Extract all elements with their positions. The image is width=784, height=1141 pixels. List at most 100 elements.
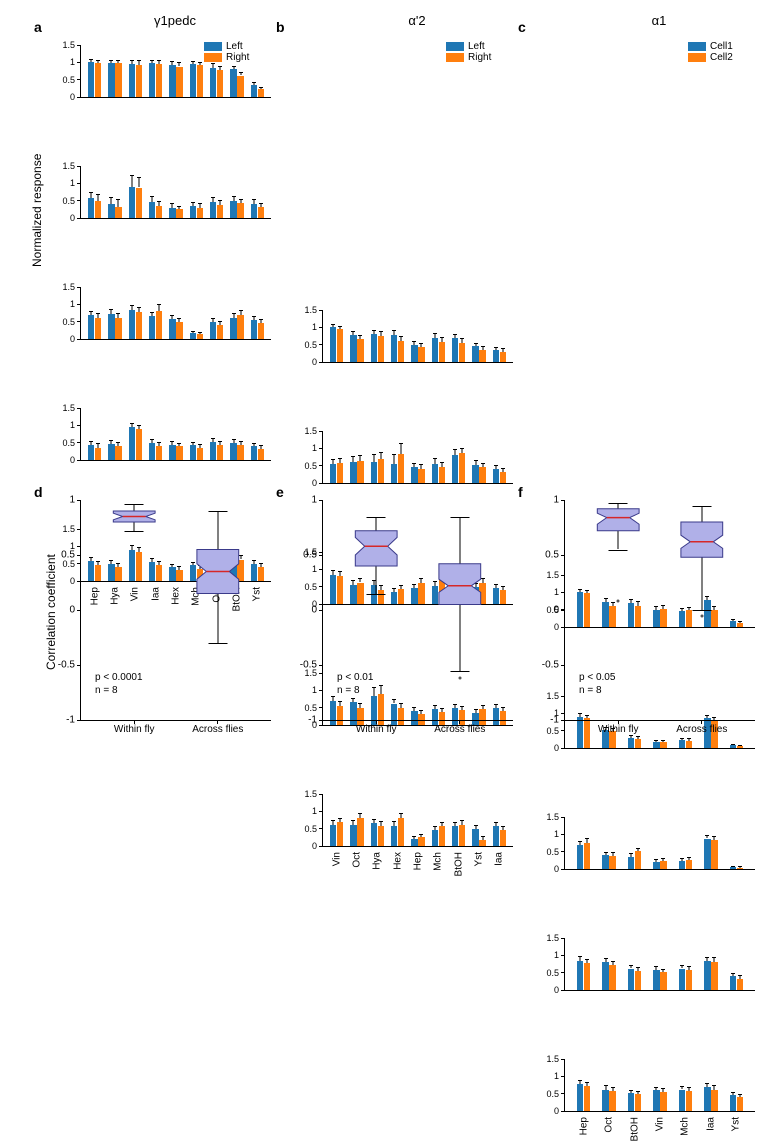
bar-series2	[500, 352, 506, 362]
bar-series2	[197, 208, 203, 218]
panel-title-a: γ1pedc	[135, 13, 215, 28]
bar-series1	[169, 65, 175, 97]
bar-series1	[653, 742, 659, 748]
xtick-label: Yst	[731, 1117, 742, 1131]
bar-row: 00.511.5	[80, 408, 271, 461]
ytick-label: 1	[312, 806, 317, 816]
bar-series2	[737, 979, 743, 990]
box-ytick-label: 0	[69, 605, 81, 616]
bar-series1	[149, 63, 155, 97]
figure-root: aγ1pedcLeftRightNormalized response00.51…	[0, 0, 784, 768]
ytick-label: 1.5	[62, 524, 75, 534]
bar-series2	[635, 739, 641, 748]
ytick-label: 0	[70, 92, 75, 102]
box-ytick-label: 0	[311, 605, 323, 616]
bar-series2	[635, 971, 641, 990]
ytick-label: 0.5	[304, 461, 317, 471]
xtick-label: Mch	[433, 852, 444, 871]
box-panel-f: -1-0.500.51p < 0.05n = 8Within flyAcross…	[564, 500, 755, 721]
box-ytick-label: 0.5	[303, 550, 323, 561]
ytick-label: 1.5	[304, 789, 317, 799]
ytick-label: 1.5	[546, 1054, 559, 1064]
outlier-point	[700, 614, 703, 617]
bar-series1	[432, 338, 438, 362]
bar-series1	[432, 830, 438, 846]
ytick-label: 0	[70, 455, 75, 465]
box-ytick-label: 0	[553, 605, 565, 616]
bar-series1	[129, 187, 135, 218]
bar-series2	[660, 972, 666, 990]
bar-series2	[609, 1091, 615, 1111]
xtick-label: BtOH	[629, 1117, 640, 1141]
bar-series2	[378, 459, 384, 483]
bar-series1	[679, 740, 685, 748]
bar-series1	[628, 1093, 634, 1111]
bar-series1	[452, 455, 458, 483]
bar-series1	[230, 443, 236, 460]
bar-series1	[577, 961, 583, 990]
bar-series2	[459, 343, 465, 362]
box-panel-e: -1-0.500.51p < 0.01n = 8Within flyAcross…	[322, 500, 513, 721]
bar-series1	[371, 334, 377, 362]
bar-series2	[357, 339, 363, 362]
bar-row: 00.511.5	[564, 817, 755, 870]
bar-series1	[210, 202, 216, 218]
bar-series1	[190, 333, 196, 339]
bar-series2	[584, 843, 590, 869]
bar-series2	[378, 826, 384, 846]
bar-series2	[418, 469, 424, 483]
bar-series2	[176, 209, 182, 218]
bar-row: 00.511.5VinOctHyaHexHepMchBtOHYstIaa	[322, 794, 513, 847]
ytick-label: 1.5	[62, 282, 75, 292]
bar-series1	[251, 204, 257, 218]
bar-series1	[330, 327, 336, 362]
bar-series1	[251, 446, 257, 460]
bar-series2	[660, 861, 666, 869]
ytick-label: 0	[554, 1106, 559, 1116]
legend-b: LeftRight	[446, 41, 491, 63]
panel-label-e: e	[276, 484, 284, 500]
bar-series2	[660, 1092, 666, 1111]
ytick-label: 0	[70, 213, 75, 223]
xtick-label: Vin	[331, 852, 342, 866]
ytick-label: 1.5	[62, 161, 75, 171]
bar-row: 00.511.5	[322, 431, 513, 484]
xtick-label: Oct	[351, 852, 362, 868]
bar-series2	[95, 448, 101, 460]
bar-row: 00.511.5HepOctBtOHVinMchIaaYst	[564, 1059, 755, 1112]
bar-series2	[711, 840, 717, 869]
box-shape	[81, 500, 271, 720]
bar-series2	[136, 429, 142, 460]
panel-label-c: c	[518, 19, 526, 35]
ytick-label: 1.5	[546, 570, 559, 580]
xtick-label: Iaa	[494, 852, 505, 866]
bar-series1	[602, 855, 608, 869]
bar-series1	[704, 1087, 710, 1111]
bar-series2	[635, 1094, 641, 1111]
bar-series2	[500, 830, 506, 846]
bar-series1	[169, 445, 175, 460]
bar-series1	[230, 201, 236, 218]
ytick-label: 1	[70, 178, 75, 188]
ytick-label: 1	[70, 299, 75, 309]
bar-series1	[129, 64, 135, 97]
xtick-label: Hex	[392, 852, 403, 870]
bar-series1	[190, 445, 196, 460]
bar-series2	[115, 446, 121, 460]
ytick-label: 0.5	[62, 317, 75, 327]
bar-series1	[108, 444, 114, 460]
ytick-label: 0.5	[546, 968, 559, 978]
bar-series2	[176, 322, 182, 339]
legend-label: Left	[468, 41, 485, 52]
bar-series2	[95, 63, 101, 97]
ytick-label: 0.5	[304, 582, 317, 592]
bar-row: 00.511.5	[322, 310, 513, 363]
bar-series1	[149, 202, 155, 218]
bar-series2	[258, 323, 264, 339]
ytick-label: 0	[312, 357, 317, 367]
bar-series2	[176, 67, 182, 98]
bar-series1	[411, 839, 417, 846]
ytick-label: 0.5	[546, 1089, 559, 1099]
ytick-label: 1	[554, 950, 559, 960]
bar-series1	[704, 961, 710, 990]
